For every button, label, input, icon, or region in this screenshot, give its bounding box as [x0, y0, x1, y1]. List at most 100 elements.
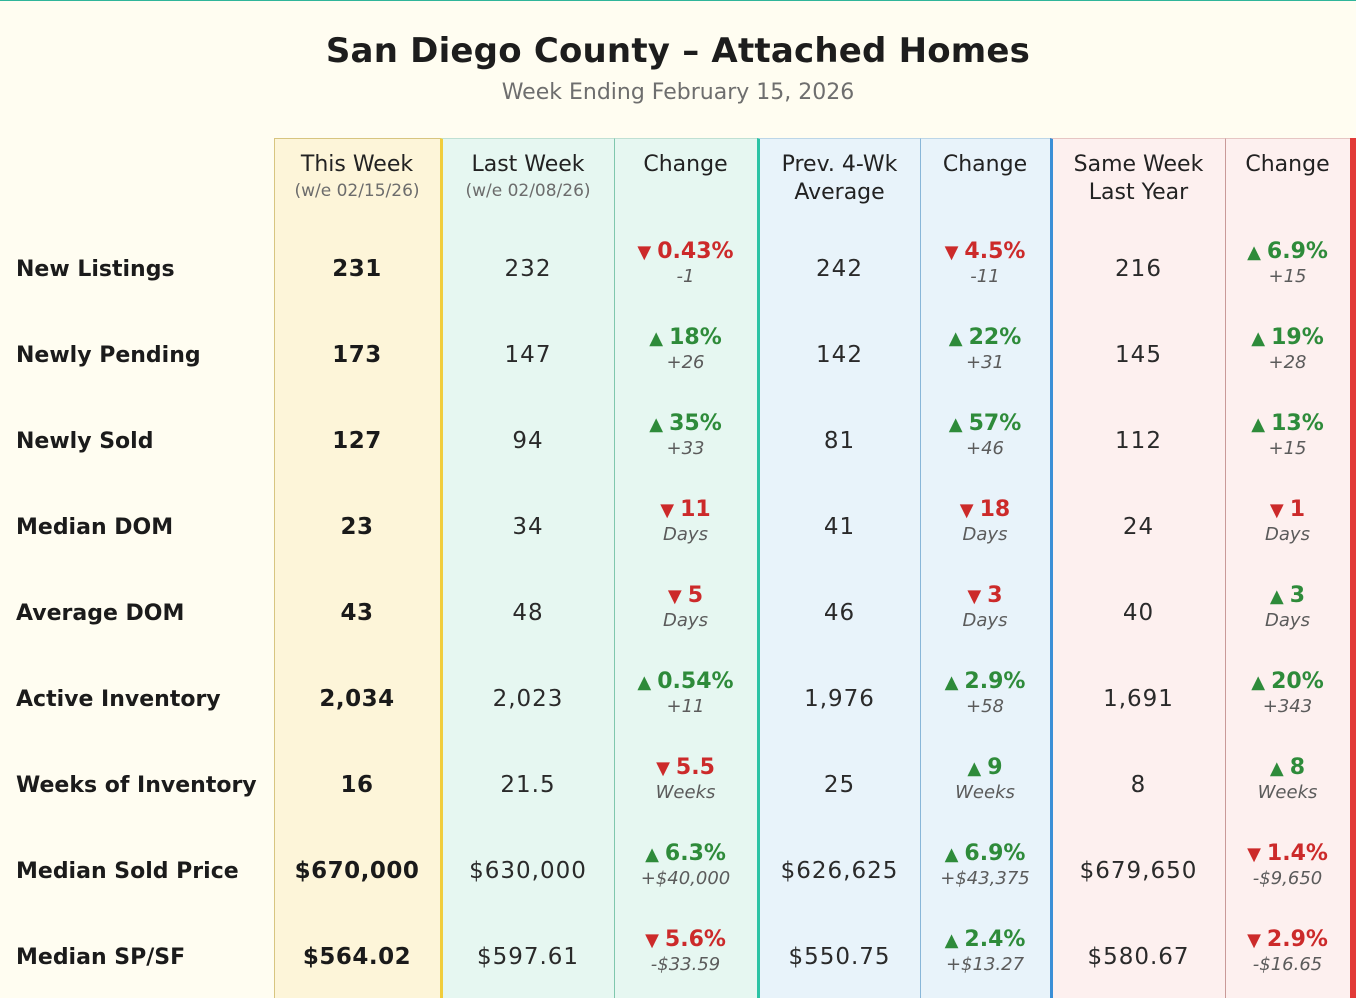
table-row: Median SP/SF $564.02 $597.61 $550.75 $580.67…: [0, 914, 1356, 998]
change-cell: ▲ 2.9% +58: [920, 668, 1050, 717]
change-amount: -$16.65: [1252, 954, 1323, 975]
change-amount: Days: [1265, 524, 1310, 545]
change-percent: 22%: [968, 325, 1022, 350]
change-percent: 11: [680, 497, 711, 522]
table-row: Median Sold Price $670,000 $630,000 $626,62…: [0, 828, 1356, 914]
cell-this-week: 231: [332, 256, 382, 282]
cell-this-week: 173: [332, 342, 382, 368]
up-arrow-icon: ▲: [967, 758, 982, 779]
change-value: ▲ 2.9%: [920, 668, 1050, 697]
change-value: ▲ 6.9%: [920, 840, 1050, 869]
change-cell: ▲ 6.9% +15: [1225, 238, 1350, 287]
change-cell: ▲ 35% +33: [614, 410, 757, 459]
cell-prev4: 242: [816, 256, 863, 282]
change-cell: ▼ 4.5% -11: [920, 238, 1050, 287]
change-value: ▲ 18%: [614, 324, 757, 353]
header-prev-4wk-line2: Average: [794, 180, 885, 205]
change-value: ▲ 6.3%: [614, 840, 757, 869]
last-year-change-column: [1225, 138, 1350, 998]
up-arrow-icon: ▲: [1247, 242, 1261, 263]
change-percent: 35%: [669, 411, 722, 436]
change-cell: ▼ 5.6% -$33.59: [614, 926, 757, 975]
cell-prev4: 1,976: [804, 686, 875, 712]
up-arrow-icon: ▲: [944, 930, 959, 951]
cell-prev4: 25: [823, 772, 856, 798]
change-percent: 3: [1289, 583, 1306, 608]
table-row: Median DOM 23 34 41 24 ▼ 11 Days ▼ 18 Days ▼ 1 Days: [0, 484, 1356, 570]
change-percent: 6.3%: [664, 841, 726, 866]
change-cell: ▲ 8 Weeks: [1225, 754, 1350, 803]
down-arrow-icon: ▼: [645, 930, 659, 951]
down-arrow-icon: ▼: [1247, 930, 1261, 951]
change-amount: Days: [962, 524, 1008, 545]
change-cell: ▲ 57% +46: [920, 410, 1050, 459]
cell-last-week: 2,023: [492, 686, 564, 712]
cell-last-year: 216: [1115, 256, 1162, 282]
change-value: ▼ 3: [920, 582, 1050, 611]
change-cell: ▲ 2.4% +$13.27: [920, 926, 1050, 975]
cell-last-week: $630,000: [469, 858, 587, 884]
cell-this-week: $670,000: [294, 858, 420, 884]
row-label: Median DOM: [16, 514, 174, 540]
down-arrow-icon: ▼: [656, 758, 670, 779]
cell-last-week: 48: [512, 600, 544, 626]
header-change-3-label: Change: [1245, 152, 1330, 177]
change-value: ▲ 9: [920, 754, 1050, 783]
change-percent: 3: [987, 583, 1003, 608]
cell-prev4: 46: [823, 600, 856, 626]
change-percent: 20%: [1271, 669, 1324, 694]
change-amount: +$13.27: [945, 954, 1025, 975]
change-amount: +15: [1268, 438, 1307, 459]
change-percent: 8: [1289, 755, 1306, 780]
change-cell: ▲ 19% +28: [1225, 324, 1350, 373]
change-percent: 19%: [1271, 325, 1324, 350]
table-row: Weeks of Inventory 16 21.5 25 8 ▼ 5.5 Weeks ▲ 9 We…: [0, 742, 1356, 828]
up-arrow-icon: ▲: [944, 672, 959, 693]
change-value: ▲ 20%: [1225, 668, 1350, 697]
change-percent: 4.5%: [964, 239, 1026, 264]
change-cell: ▲ 20% +343: [1225, 668, 1350, 717]
cell-last-year: $679,650: [1079, 858, 1198, 884]
last-year-column: [1050, 138, 1225, 998]
change-cell: ▼ 5 Days: [614, 582, 757, 631]
down-arrow-icon: ▼: [667, 586, 682, 607]
change-cell: ▲ 18% +26: [614, 324, 757, 373]
down-arrow-icon: ▼: [959, 500, 974, 521]
cell-last-year: 24: [1122, 514, 1155, 540]
row-label: Active Inventory: [16, 686, 221, 712]
change-amount: +31: [966, 352, 1004, 373]
change-amount: +26: [666, 352, 705, 373]
prev-4wk-change-column: [920, 138, 1050, 998]
table-row: Newly Pending 173 147 142 145 ▲ 18% +26 ▲ 22% +31 ▲…: [0, 312, 1356, 398]
cell-last-week: 94: [512, 428, 544, 454]
change-amount: +343: [1262, 696, 1313, 717]
change-amount: Weeks: [655, 782, 716, 803]
last-week-column: [440, 138, 614, 998]
change-value: ▲ 6.9%: [1225, 238, 1350, 267]
up-arrow-icon: ▲: [649, 328, 664, 349]
change-cell: ▼ 5.5 Weeks: [614, 754, 757, 803]
change-percent: 6.9%: [1266, 239, 1328, 264]
header-change-3: Change: [1225, 151, 1350, 179]
up-arrow-icon: ▲: [645, 844, 659, 865]
up-arrow-icon: ▲: [1251, 328, 1266, 349]
cell-prev4: 142: [816, 342, 863, 368]
change-amount: +$43,375: [940, 868, 1030, 889]
up-arrow-icon: ▲: [948, 414, 963, 435]
cell-last-week: $597.61: [476, 944, 580, 970]
change-percent: 57%: [968, 411, 1022, 436]
header-change-1-label: Change: [643, 152, 728, 177]
change-value: ▲ 22%: [920, 324, 1050, 353]
page-title: San Diego County – Attached Homes: [325, 31, 1031, 71]
change-cell: ▲ 3 Days: [1225, 582, 1350, 631]
change-cell: ▼ 2.9% -$16.65: [1225, 926, 1350, 975]
change-value: ▲ 0.54%: [614, 668, 757, 697]
change-cell: ▼ 3 Days: [920, 582, 1050, 631]
change-value: ▼ 18: [920, 496, 1050, 525]
change-amount: +46: [966, 438, 1004, 459]
table-row: Average DOM 43 48 46 40 ▼ 5 Days ▼ 3 Days ▲ 3 Days: [0, 570, 1356, 656]
change-value: ▼ 5.6%: [614, 926, 757, 955]
cell-prev4: 81: [823, 428, 856, 454]
change-percent: 1: [1289, 497, 1306, 522]
change-cell: ▲ 0.54% +11: [614, 668, 757, 717]
